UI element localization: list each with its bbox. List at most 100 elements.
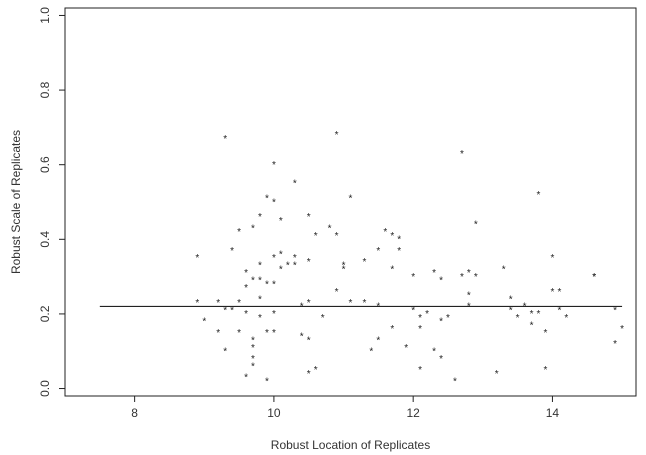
data-point: * bbox=[251, 276, 255, 287]
data-point: * bbox=[418, 313, 422, 324]
data-point: * bbox=[293, 253, 297, 264]
data-point: * bbox=[620, 324, 624, 335]
data-point: * bbox=[530, 309, 534, 320]
y-tick-label: 0.6 bbox=[38, 156, 52, 173]
data-point: * bbox=[383, 227, 387, 238]
data-point: * bbox=[223, 305, 227, 316]
data-point: * bbox=[376, 246, 380, 257]
data-point: * bbox=[272, 279, 276, 290]
data-point: * bbox=[272, 253, 276, 264]
data-point: * bbox=[335, 287, 339, 298]
data-point: * bbox=[439, 276, 443, 287]
data-point: * bbox=[544, 328, 548, 339]
data-point: * bbox=[251, 354, 255, 365]
data-point: * bbox=[314, 231, 318, 242]
data-point: * bbox=[258, 276, 262, 287]
data-point: * bbox=[349, 194, 353, 205]
data-point: * bbox=[467, 302, 471, 313]
data-point: * bbox=[342, 261, 346, 272]
data-point: * bbox=[265, 376, 269, 387]
data-point: * bbox=[362, 298, 366, 309]
data-point: * bbox=[516, 313, 520, 324]
data-point: * bbox=[376, 335, 380, 346]
data-point: * bbox=[216, 298, 220, 309]
data-point: * bbox=[202, 317, 206, 328]
data-point: * bbox=[321, 313, 325, 324]
data-point: * bbox=[251, 343, 255, 354]
data-point: * bbox=[216, 328, 220, 339]
data-point: * bbox=[404, 343, 408, 354]
data-point: * bbox=[307, 335, 311, 346]
data-point: * bbox=[432, 347, 436, 358]
data-point: * bbox=[279, 264, 283, 275]
data-point: * bbox=[446, 313, 450, 324]
data-point: * bbox=[390, 264, 394, 275]
data-point: * bbox=[314, 365, 318, 376]
data-point: * bbox=[439, 354, 443, 365]
data-point: * bbox=[328, 223, 332, 234]
data-point: * bbox=[307, 298, 311, 309]
data-point: * bbox=[195, 253, 199, 264]
data-point: * bbox=[557, 287, 561, 298]
data-point: * bbox=[453, 376, 457, 387]
x-tick-label: 14 bbox=[546, 406, 560, 420]
data-point: * bbox=[369, 347, 373, 358]
data-point: * bbox=[390, 324, 394, 335]
y-axis-title: Robust Scale of Replicates bbox=[9, 130, 23, 274]
y-tick-label: 0.2 bbox=[38, 305, 52, 322]
x-tick-label: 12 bbox=[406, 406, 420, 420]
y-tick-label: 0.0 bbox=[38, 380, 52, 397]
data-point: * bbox=[272, 309, 276, 320]
data-point: * bbox=[223, 347, 227, 358]
data-point: * bbox=[237, 328, 241, 339]
data-point: * bbox=[537, 190, 541, 201]
data-point: * bbox=[397, 235, 401, 246]
data-point: * bbox=[564, 313, 568, 324]
data-point: * bbox=[460, 149, 464, 160]
data-point: * bbox=[502, 264, 506, 275]
data-point: * bbox=[342, 264, 346, 275]
x-axis: 8 10 12 14 bbox=[131, 396, 559, 420]
points-layer: ****************************************… bbox=[195, 130, 624, 387]
data-point: * bbox=[258, 313, 262, 324]
data-point: * bbox=[272, 197, 276, 208]
x-tick-label: 8 bbox=[131, 406, 138, 420]
data-point: * bbox=[390, 231, 394, 242]
data-point: * bbox=[300, 332, 304, 343]
data-point: * bbox=[418, 365, 422, 376]
data-point: * bbox=[293, 179, 297, 190]
data-point: * bbox=[195, 298, 199, 309]
data-point: * bbox=[335, 231, 339, 242]
data-point: * bbox=[509, 294, 513, 305]
y-axis: 0.0 0.2 0.4 0.6 0.8 1.0 bbox=[38, 7, 65, 397]
data-point: * bbox=[258, 212, 262, 223]
data-point: * bbox=[439, 317, 443, 328]
data-point: * bbox=[265, 328, 269, 339]
data-point: * bbox=[244, 309, 248, 320]
data-point: * bbox=[613, 305, 617, 316]
data-point: * bbox=[335, 130, 339, 141]
data-point: * bbox=[537, 309, 541, 320]
data-point: * bbox=[244, 283, 248, 294]
data-point: * bbox=[467, 291, 471, 302]
data-point: * bbox=[544, 365, 548, 376]
data-point: * bbox=[293, 261, 297, 272]
data-point: * bbox=[474, 272, 478, 283]
data-point: * bbox=[286, 261, 290, 272]
data-point: * bbox=[474, 220, 478, 231]
data-point: * bbox=[530, 320, 534, 331]
data-point: * bbox=[467, 268, 471, 279]
data-point: * bbox=[279, 250, 283, 261]
data-point: * bbox=[307, 257, 311, 268]
data-point: * bbox=[244, 373, 248, 384]
data-point: * bbox=[258, 294, 262, 305]
data-point: * bbox=[251, 223, 255, 234]
data-point: * bbox=[495, 369, 499, 380]
data-point: * bbox=[244, 268, 248, 279]
data-point: * bbox=[272, 160, 276, 171]
x-tick-label: 10 bbox=[267, 406, 281, 420]
data-point: * bbox=[300, 302, 304, 313]
data-point: * bbox=[592, 272, 596, 283]
